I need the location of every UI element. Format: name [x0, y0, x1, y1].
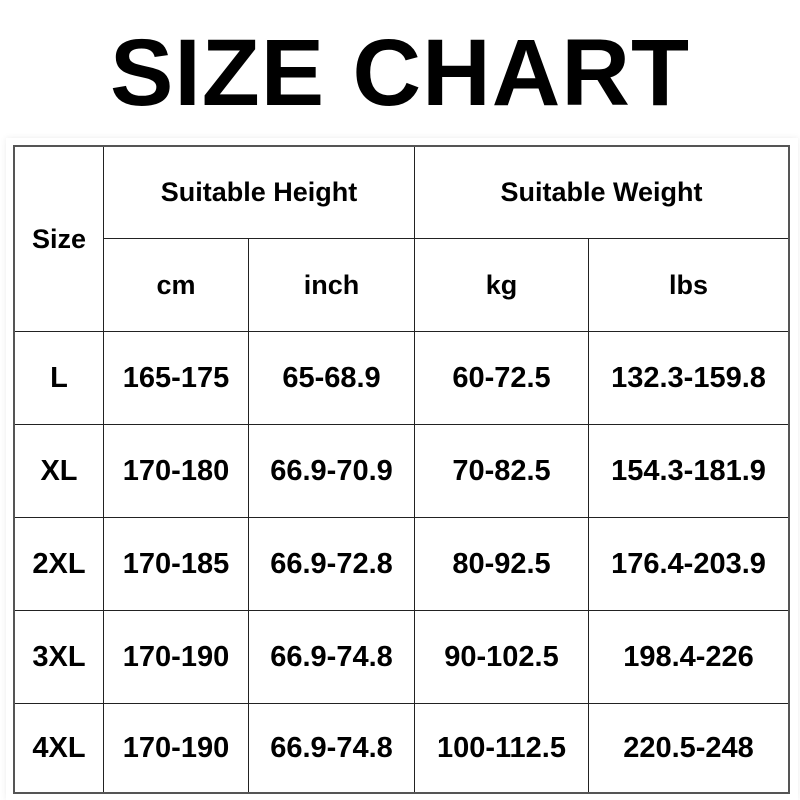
cell-height-inch: 66.9-70.9 [249, 425, 415, 518]
cell-weight-kg: 60-72.5 [415, 332, 589, 425]
cell-height-cm: 170-190 [104, 611, 249, 704]
unit-inch: inch [249, 239, 415, 332]
cell-height-cm: 170-190 [104, 704, 249, 792]
cell-weight-lbs: 154.3-181.9 [589, 425, 788, 518]
cell-height-inch: 66.9-74.8 [249, 704, 415, 792]
cell-height-cm: 165-175 [104, 332, 249, 425]
cell-weight-kg: 90-102.5 [415, 611, 589, 704]
cell-size: L [15, 332, 104, 425]
page-title: SIZE CHART [110, 20, 690, 126]
weight-header: Suitable Weight [415, 147, 788, 239]
cell-size: XL [15, 425, 104, 518]
cell-weight-lbs: 132.3-159.8 [589, 332, 788, 425]
cell-height-inch: 66.9-74.8 [249, 611, 415, 704]
cell-size: 2XL [15, 518, 104, 611]
cell-size: 4XL [15, 704, 104, 792]
cell-weight-kg: 70-82.5 [415, 425, 589, 518]
unit-lbs: lbs [589, 239, 788, 332]
cell-height-inch: 65-68.9 [249, 332, 415, 425]
unit-cm: cm [104, 239, 249, 332]
cell-height-inch: 66.9-72.8 [249, 518, 415, 611]
unit-kg: kg [415, 239, 589, 332]
cell-weight-kg: 100-112.5 [415, 704, 589, 792]
size-table: Size Suitable Height Suitable Weight cm … [13, 145, 790, 794]
cell-size: 3XL [15, 611, 104, 704]
cell-weight-lbs: 176.4-203.9 [589, 518, 788, 611]
cell-weight-lbs: 198.4-226 [589, 611, 788, 704]
height-header: Suitable Height [104, 147, 415, 239]
cell-weight-kg: 80-92.5 [415, 518, 589, 611]
table-card [6, 138, 798, 800]
cell-weight-lbs: 220.5-248 [623, 731, 754, 764]
size-header: Size [15, 147, 104, 332]
cell-height-cm: 170-185 [104, 518, 249, 611]
cell-height-cm: 170-180 [104, 425, 249, 518]
